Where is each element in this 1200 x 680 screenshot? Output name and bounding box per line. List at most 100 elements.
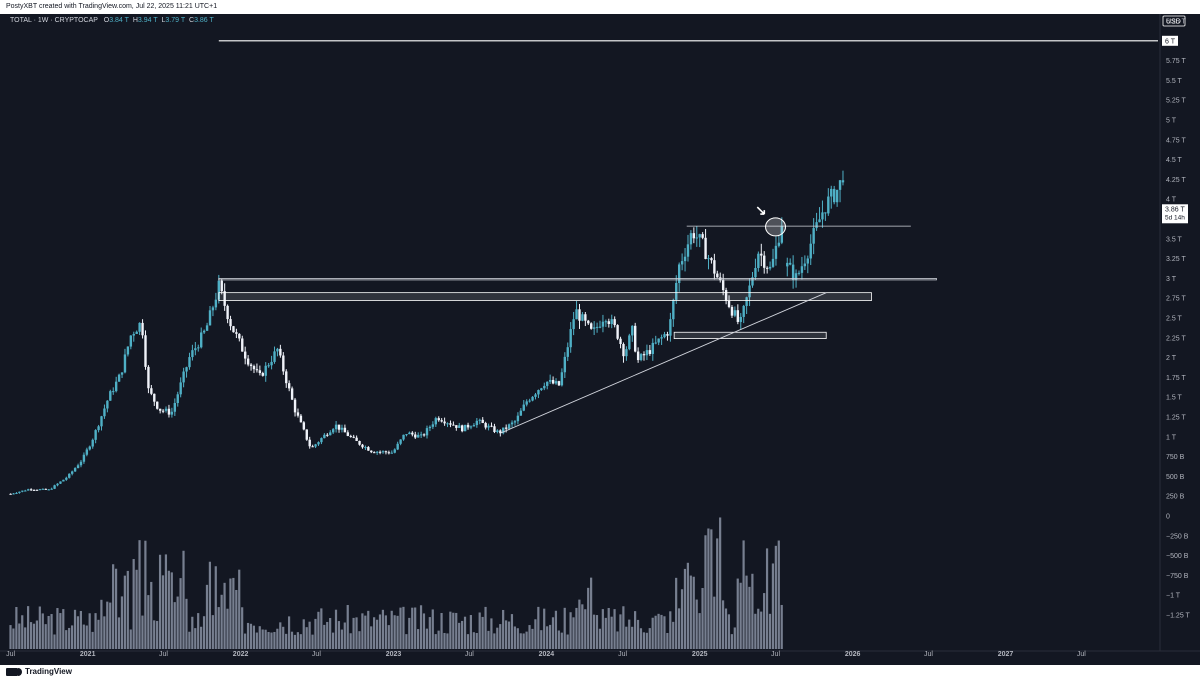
volume-bar (719, 517, 722, 649)
price-candle (109, 391, 112, 401)
volume-bar (610, 616, 613, 649)
price-candle (751, 277, 754, 286)
volume-bar (173, 602, 176, 649)
tradingview-logo[interactable]: TradingView (6, 667, 72, 676)
y-tick-label: 5.25 T (1166, 98, 1186, 105)
price-candle (431, 424, 435, 427)
volume-bar (367, 610, 370, 649)
volume-bar (381, 609, 385, 649)
price-candle (282, 355, 285, 372)
volume-bar (396, 615, 399, 649)
volume-bar (123, 575, 126, 649)
ascending-trendline[interactable] (500, 292, 827, 434)
volume-bar (540, 630, 543, 649)
y-tick-label: 4.5 T (1166, 157, 1183, 164)
price-candle (393, 449, 396, 453)
price-candle (417, 434, 420, 438)
volume-bar (590, 577, 593, 649)
support-box-2-8t[interactable] (218, 292, 872, 301)
volume-bar (373, 617, 376, 649)
open-value: 3.84 T (109, 17, 129, 24)
volume-bar (472, 632, 475, 649)
volume-bar (440, 613, 443, 649)
volume-bar (100, 599, 103, 649)
price-candle (736, 310, 740, 322)
close-value: 3.86 T (194, 17, 214, 24)
volume-bar (21, 615, 24, 649)
price-candle (455, 425, 458, 428)
volume-bar (563, 607, 566, 649)
chart-canvas[interactable]: 6.25 T 5.75 T 5.5 T 5.25 T 5 T 4.75 T 4.5 T 4.2… (0, 14, 1200, 665)
volume-bar (499, 624, 502, 649)
price-candle (419, 434, 423, 436)
volume-bar (326, 621, 329, 649)
price-candle (537, 390, 540, 395)
price-candle (326, 434, 329, 436)
price-candle (73, 468, 77, 472)
level-tag: 6 T (1165, 38, 1176, 45)
volume-bar (405, 634, 408, 649)
price-candle (625, 349, 628, 357)
support-box-2-3t[interactable] (673, 331, 827, 339)
price-candle (179, 382, 182, 395)
volume-bar (346, 605, 349, 649)
price-candle (270, 361, 273, 366)
volume-bar (493, 633, 496, 649)
volume-bar (308, 621, 311, 649)
price-candle (68, 473, 71, 478)
volume-bar (616, 631, 619, 649)
support-box-3t[interactable] (218, 277, 937, 281)
x-tick-label: Jul (1077, 651, 1086, 658)
price-candle (132, 333, 135, 336)
volume-bar (698, 613, 701, 649)
volume-bar (411, 607, 414, 649)
volume-bar (449, 611, 452, 649)
price-candle (167, 408, 171, 415)
y-tick-label: −250 B (1166, 533, 1189, 540)
volume-bar (387, 625, 390, 649)
price-candle (249, 364, 253, 367)
price-candle (531, 396, 534, 401)
volume-bar (425, 628, 429, 649)
price-candle (305, 429, 308, 440)
price-candle (226, 305, 229, 320)
y-tick-label: 0 (1166, 514, 1170, 521)
volume-bar (314, 618, 317, 649)
price-candle (141, 322, 144, 336)
price-candle (50, 488, 53, 490)
volume-bar (455, 612, 458, 649)
volume-bar (754, 613, 757, 649)
volume-bar (689, 575, 692, 649)
price-candle (399, 439, 402, 444)
price-candle (355, 437, 358, 441)
volume-bar (197, 613, 200, 649)
volume-bar (12, 628, 15, 649)
volume-bar (141, 615, 144, 649)
unit-tag[interactable]: USD (1166, 19, 1181, 26)
price-candle (657, 338, 660, 343)
price-candle (331, 429, 335, 433)
volume-bar (399, 607, 402, 649)
level-tag-box (1162, 35, 1178, 46)
price-candle (323, 434, 326, 439)
volume-bar (290, 631, 294, 649)
chart-background (0, 14, 1200, 665)
volume-bar (721, 600, 725, 649)
breakout-circle-marker[interactable] (765, 217, 787, 237)
volume-bar (551, 617, 555, 649)
unit-tag-box[interactable] (1162, 15, 1186, 27)
price-candle (191, 350, 194, 358)
volume-bar (337, 621, 341, 649)
volume-bar (56, 608, 59, 649)
price-candle (578, 309, 581, 321)
price-candle (757, 253, 760, 269)
volume-bar (47, 615, 50, 649)
y-tick-label: 1.75 T (1166, 375, 1186, 382)
volume-bar (675, 577, 678, 649)
volume-bar (601, 609, 604, 649)
price-candle (672, 299, 675, 320)
price-candle (161, 410, 165, 412)
price-candle (405, 434, 408, 436)
price-candle (308, 439, 311, 447)
